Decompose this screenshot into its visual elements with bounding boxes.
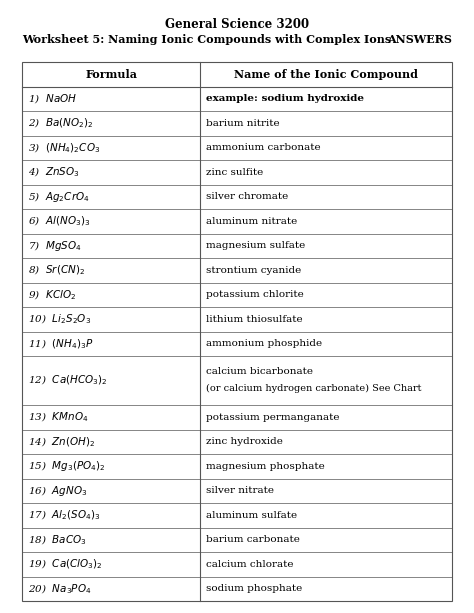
Text: silver chromate: silver chromate [207,192,289,201]
Text: 4)  $ZnSO_3$: 4) $ZnSO_3$ [28,166,80,179]
Text: strontium cyanide: strontium cyanide [207,266,301,275]
Text: aluminum sulfate: aluminum sulfate [207,511,298,520]
Text: 16)  $AgNO_3$: 16) $AgNO_3$ [28,484,88,498]
Text: zinc sulfite: zinc sulfite [207,168,264,177]
Text: potassium chlorite: potassium chlorite [207,290,304,299]
Text: Name of the Ionic Compound: Name of the Ionic Compound [234,69,418,80]
Text: 3)  $(NH_4)_2CO_3$: 3) $(NH_4)_2CO_3$ [28,141,100,154]
Text: 12)  $Ca(HCO_3)_2$: 12) $Ca(HCO_3)_2$ [28,374,108,387]
Text: 20)  $Na_3PO_4$: 20) $Na_3PO_4$ [28,582,91,596]
Text: aluminum nitrate: aluminum nitrate [207,217,298,226]
Text: 11)  $(NH_4)_3P$: 11) $(NH_4)_3P$ [28,337,94,351]
Text: magnesium phosphate: magnesium phosphate [207,462,325,471]
Text: example: sodium hydroxide: example: sodium hydroxide [207,94,365,103]
Text: ammonium phosphide: ammonium phosphide [207,339,323,348]
Text: (or calcium hydrogen carbonate) See Chart: (or calcium hydrogen carbonate) See Char… [207,384,422,394]
Text: ANSWERS: ANSWERS [387,34,452,45]
Text: calcium chlorate: calcium chlorate [207,560,294,569]
Text: Worksheet 5: Naming Ionic Compounds with Complex Ions: Worksheet 5: Naming Ionic Compounds with… [22,34,391,45]
Text: sodium phosphate: sodium phosphate [207,584,303,593]
Text: 5)  $Ag_2CrO_4$: 5) $Ag_2CrO_4$ [28,190,90,204]
Text: 19)  $Ca(ClO_3)_2$: 19) $Ca(ClO_3)_2$ [28,557,103,571]
Text: silver nitrate: silver nitrate [207,486,274,495]
Text: ammonium carbonate: ammonium carbonate [207,143,321,152]
Text: 13)  $KMnO_4$: 13) $KMnO_4$ [28,411,89,424]
Text: barium nitrite: barium nitrite [207,119,280,128]
Text: 7)  $MgSO_4$: 7) $MgSO_4$ [28,238,82,253]
Text: magnesium sulfate: magnesium sulfate [207,242,306,250]
Text: 10)  $Li_2S_2O_3$: 10) $Li_2S_2O_3$ [28,313,91,326]
Text: zinc hydroxide: zinc hydroxide [207,437,283,446]
Text: 6)  $Al(NO_3)_3$: 6) $Al(NO_3)_3$ [28,215,91,228]
Bar [22,62,452,601]
Text: 14)  $Zn(OH)_2$: 14) $Zn(OH)_2$ [28,435,96,449]
Text: 9)  $KClO_2$: 9) $KClO_2$ [28,288,76,302]
Text: 2)  $Ba(NO_2)_2$: 2) $Ba(NO_2)_2$ [28,116,94,130]
Text: 15)  $Mg_3(PO_4)_2$: 15) $Mg_3(PO_4)_2$ [28,459,106,473]
Text: 17)  $Al_2(SO_4)_3$: 17) $Al_2(SO_4)_3$ [28,508,100,522]
Text: potassium permanganate: potassium permanganate [207,413,340,422]
Text: 8)  $Sr(CN)_2$: 8) $Sr(CN)_2$ [28,264,85,277]
Text: Formula: Formula [85,69,137,80]
Text: General Science 3200: General Science 3200 [165,18,309,31]
Text: 18)  $BaCO_3$: 18) $BaCO_3$ [28,533,87,547]
Text: lithium thiosulfate: lithium thiosulfate [207,314,303,324]
Text: 1)  $NaOH$: 1) $NaOH$ [28,93,77,105]
Text: calcium bicarbonate: calcium bicarbonate [207,367,313,376]
Text: barium carbonate: barium carbonate [207,535,301,544]
